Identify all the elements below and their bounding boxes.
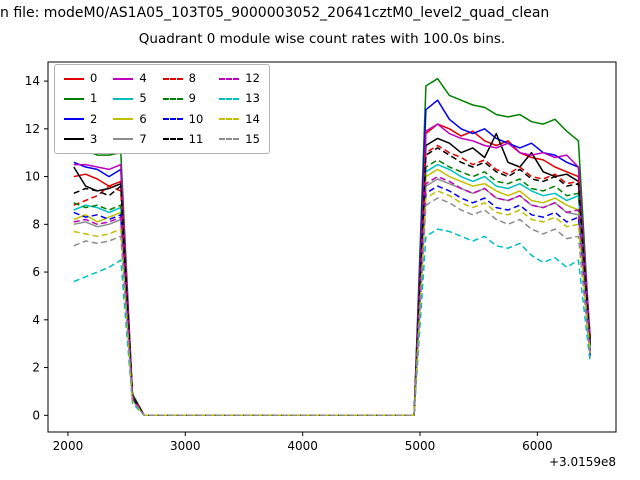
legend-line-sample: [64, 138, 84, 141]
x-tick-label: 6000: [522, 439, 553, 453]
legend-label: 0: [90, 71, 98, 85]
legend-item-13: 13: [219, 90, 260, 107]
series-line-5: [73, 163, 591, 417]
legend-item-14: 14: [219, 111, 260, 128]
legend: 0 1 2 3 4 5 6 7 8 9 10 11 12 13 14 15: [54, 64, 270, 154]
legend-line-sample: [219, 118, 240, 121]
x-tick-label: 4000: [287, 439, 318, 453]
legend-line-sample: [219, 97, 240, 100]
legend-label: 9: [188, 91, 196, 106]
series-line-8: [73, 144, 591, 417]
legend-line-sample: [162, 138, 183, 141]
x-axis-offset-label: +3.0159e8: [549, 455, 616, 469]
legend-line-sample: [64, 97, 84, 100]
series-line-9: [73, 159, 591, 417]
legend-line-sample: [162, 118, 183, 121]
legend-line-sample: [113, 138, 134, 141]
series-line-12: [73, 175, 591, 417]
legend-item-0: 0: [64, 70, 97, 87]
y-tick-label: 4: [32, 313, 40, 327]
legend-item-3: 3: [64, 131, 97, 148]
legend-label: 8: [188, 71, 196, 85]
legend-label: 12: [245, 71, 260, 85]
series-line-13: [73, 228, 591, 417]
legend-line-sample: [113, 77, 134, 80]
y-tick-label: 2: [32, 361, 40, 375]
legend-label: 10: [188, 111, 204, 126]
legend-item-15: 15: [219, 131, 260, 148]
axes-frame: [47, 61, 617, 433]
series-line-15: [73, 197, 591, 417]
legend-line-sample: [219, 138, 240, 141]
x-tick-label: 5000: [405, 439, 436, 453]
legend-item-10: 10: [162, 111, 204, 128]
legend-label: 3: [90, 131, 98, 146]
series-line-6: [73, 168, 591, 417]
legend-label: 7: [139, 131, 147, 146]
y-tick-label: 14: [25, 74, 40, 88]
legend-item-4: 4: [113, 70, 147, 87]
legend-label: 6: [139, 111, 147, 126]
x-tick-label: 3000: [170, 439, 201, 453]
legend-line-sample: [64, 118, 84, 121]
legend-line-sample: [162, 97, 183, 100]
y-tick-label: 0: [32, 408, 40, 422]
y-tick-label: 10: [25, 170, 40, 184]
legend-item-11: 11: [162, 131, 204, 148]
legend-line-sample: [64, 77, 84, 80]
legend-line-sample: [113, 97, 134, 100]
series-line-4: [73, 123, 591, 417]
series-line-11: [73, 147, 591, 417]
legend-label: 14: [245, 111, 260, 126]
y-tick-label: 6: [32, 265, 40, 279]
chart-title: Quadrant 0 module wise count rates with …: [138, 31, 506, 47]
legend-label: 15: [245, 131, 260, 146]
legend-item-6: 6: [113, 111, 147, 128]
legend-item-12: 12: [219, 70, 260, 87]
series-line-7: [73, 178, 591, 417]
legend-label: 5: [139, 91, 147, 106]
series-line-14: [73, 190, 591, 417]
x-tick-label: 2000: [53, 439, 84, 453]
y-tick-label: 12: [25, 122, 40, 136]
legend-label: 13: [245, 91, 260, 106]
legend-line-sample: [162, 77, 183, 80]
file-path-title: n file: modeM0/AS1A05_103T05_9000003052_…: [0, 5, 550, 21]
legend-item-1: 1: [64, 90, 97, 107]
legend-label: 1: [90, 91, 98, 106]
series-line-10: [73, 185, 591, 417]
legend-line-sample: [219, 77, 240, 80]
legend-item-7: 7: [113, 131, 147, 148]
legend-label: 2: [90, 111, 98, 126]
legend-item-2: 2: [64, 111, 97, 128]
legend-label: 11: [188, 131, 204, 146]
series-line-0: [73, 123, 591, 417]
legend-item-5: 5: [113, 90, 147, 107]
y-tick-label: 8: [32, 217, 40, 231]
legend-label: 4: [139, 71, 147, 85]
legend-item-8: 8: [162, 70, 204, 87]
legend-line-sample: [113, 118, 134, 121]
series-line-3: [73, 132, 591, 417]
legend-item-9: 9: [162, 90, 204, 107]
